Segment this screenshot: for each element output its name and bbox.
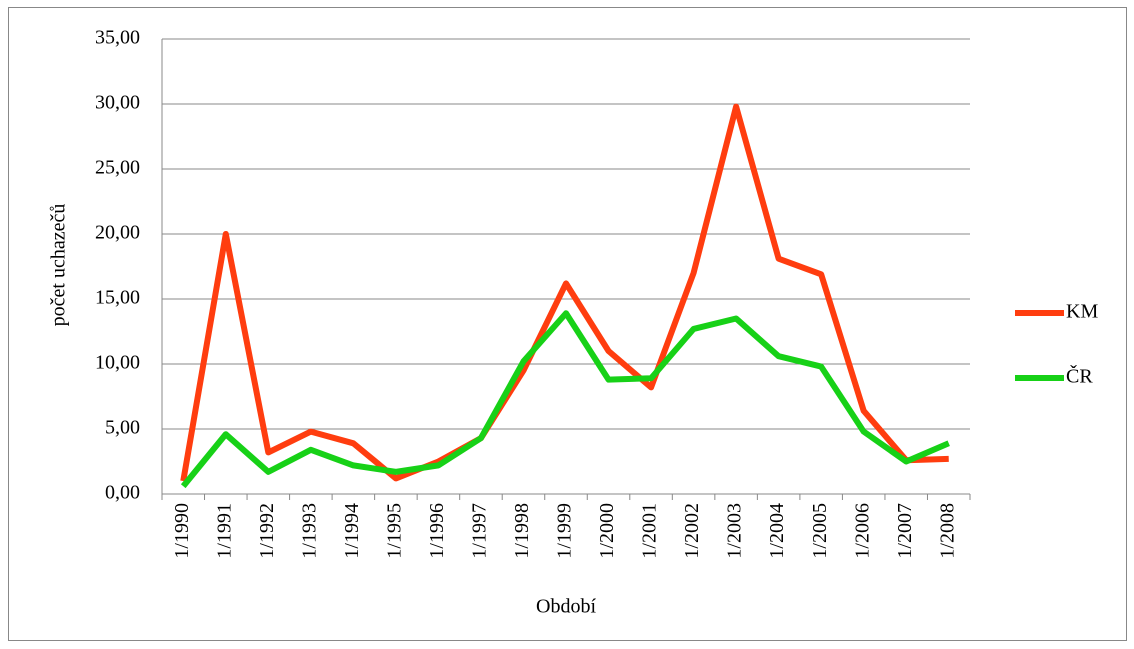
- legend-label: ČR: [1066, 364, 1093, 388]
- chart-border: [8, 7, 1127, 641]
- x-tick-label: 1/1990: [171, 503, 193, 559]
- x-tick-label: 1/1997: [469, 503, 491, 559]
- y-tick-label: 5,00: [105, 417, 140, 439]
- x-tick-label: 1/2000: [596, 503, 618, 559]
- x-tick-label: 1/1999: [554, 503, 576, 559]
- x-tick-label: 1/2006: [851, 503, 873, 559]
- x-tick-label: 1/2008: [936, 503, 958, 559]
- legend-label: KM: [1066, 301, 1098, 323]
- x-tick-label: 1/2001: [639, 503, 661, 559]
- y-axis-title: počet uchazečů: [48, 204, 70, 327]
- x-tick-label: 1/2003: [724, 503, 746, 559]
- x-tick-label: 1/2004: [766, 503, 788, 559]
- series-line: [180, 310, 950, 489]
- y-tick-label: 30,00: [95, 92, 140, 114]
- x-tick-label: 1/1994: [341, 503, 363, 559]
- y-tick-label: 25,00: [95, 157, 140, 179]
- x-tick-label: 1/2005: [809, 503, 831, 559]
- x-axis-title: Období: [536, 596, 596, 618]
- y-tick-label: 15,00: [95, 287, 140, 309]
- x-tick-label: 1/1998: [511, 503, 533, 559]
- y-tick-label: 35,00: [95, 27, 140, 49]
- x-tick-label: 1/1996: [426, 503, 448, 559]
- x-tick-label: 1/2002: [681, 503, 703, 559]
- x-tick-label: 1/1993: [298, 503, 320, 559]
- x-tick-label: 1/1995: [383, 503, 405, 559]
- x-tick-label: 1/1992: [256, 503, 278, 559]
- series-line: [180, 103, 949, 482]
- x-tick-label: 1/1991: [213, 503, 235, 559]
- x-tick-label: 1/2007: [894, 503, 916, 559]
- y-tick-label: 20,00: [95, 222, 140, 244]
- y-tick-label: 10,00: [95, 352, 140, 374]
- y-tick-label: 0,00: [105, 482, 140, 504]
